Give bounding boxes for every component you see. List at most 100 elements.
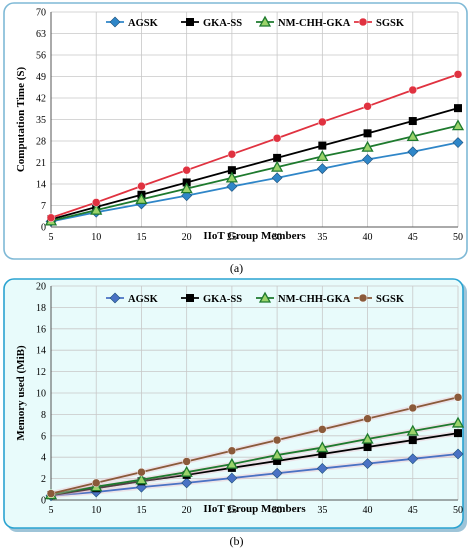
chart-a-data-point	[316, 150, 329, 162]
chart-a-data-point	[318, 117, 327, 127]
chart-a-series-sgsk	[46, 70, 463, 223]
chart-a-series-nm-chh-gka	[44, 119, 465, 226]
chart-a-data-point	[271, 172, 283, 184]
chart-b-xtick-label: 15	[136, 505, 146, 516]
chart-b-data-point	[453, 393, 463, 402]
chart-b-ytick-label: 8	[41, 410, 46, 421]
chart-a-legend-item: NM-CHH-GKA	[256, 15, 351, 29]
chart-b-ytick-label: 0	[41, 496, 46, 507]
chart-b-data-point	[46, 489, 56, 498]
chart-b-series-line	[50, 396, 459, 495]
chart-a-data-point	[227, 166, 236, 175]
chart-b-data-point	[181, 477, 193, 489]
chart-a-data-point	[363, 129, 372, 138]
chart-b-data-point	[271, 467, 283, 479]
chart-b: 0 2 4 6 8 10 12 14 16 18 20 5 10 15 20 25 30 35 40 45 50 IIoT…	[3, 278, 468, 533]
chart-a-xtick-label: 30	[272, 232, 282, 243]
chart-b-data-point	[363, 414, 372, 423]
chart-a-series-line	[50, 73, 459, 219]
caption-a: (a)	[229, 261, 244, 275]
chart-b-data-point	[316, 441, 329, 453]
chart-b-legend-item: GKA-SS	[181, 294, 242, 305]
chart-b-data-point	[406, 424, 419, 436]
chart-a-legend-marker	[358, 17, 368, 27]
chart-a-data-point	[406, 130, 419, 142]
chart-a-ytick-label: 28	[36, 137, 46, 148]
chart-a-xlabel: IIoT Group Members	[203, 230, 306, 242]
chart-b-data-point	[452, 448, 464, 460]
chart-a-data-point	[137, 181, 146, 191]
chart-b-legend-item: SGSK	[354, 293, 405, 305]
chart-a-legend-label: AGSK	[128, 18, 159, 29]
chart-b-xtick-label: 20	[182, 505, 192, 516]
chart-b-ytick-label: 4	[41, 453, 46, 464]
chart-a-legend-marker	[109, 16, 121, 28]
chart-b-legend-label: SGSK	[376, 294, 405, 305]
chart-a-series-line	[50, 141, 459, 223]
chart-a-legend-item: AGSK	[106, 16, 159, 29]
chart-b-data-point	[135, 473, 148, 485]
chart-a-data-point	[225, 171, 238, 183]
chart-b-legend-marker	[258, 291, 272, 303]
chart-a-data-point	[46, 213, 56, 223]
chart-b-xlabel: IIoT Group Members	[203, 503, 306, 515]
chart-a-ytick-label: 42	[36, 94, 46, 105]
chart-b-svg: 0 2 4 6 8 10 12 14 16 18 20 5 10 15 20 25 30 35 40 45 50 IIoT…	[3, 278, 467, 532]
chart-a-data-point	[135, 193, 148, 205]
chart-b-data-point	[273, 456, 282, 465]
chart-b-data-point	[454, 429, 462, 438]
chart-b-data-point	[272, 435, 282, 445]
chart-a-ytick-label: 49	[36, 72, 46, 83]
chart-a-xtick-label: 15	[136, 232, 146, 243]
chart-a-ytick-label: 14	[36, 180, 46, 191]
chart-a-frame	[3, 2, 468, 260]
chart-a-data-point	[180, 182, 193, 194]
chart-a-ytick-label: 70	[36, 8, 46, 19]
chart-a-xtick-label: 35	[317, 232, 327, 243]
chart-a-xtick-label: 50	[453, 232, 463, 243]
chart-b-data-point	[91, 478, 101, 488]
chart-a-data-point	[227, 149, 237, 159]
chart-a-data-point	[361, 140, 374, 152]
chart-b-data-point	[362, 458, 373, 470]
chart-a-data-point	[226, 181, 238, 192]
chart-a-data-point	[316, 163, 328, 175]
chart-b-legend-marker	[358, 293, 368, 303]
chart-b-legend-marker	[109, 292, 121, 304]
chart-a-data-point	[451, 119, 465, 131]
chart-a-xtick-label: 10	[91, 232, 101, 243]
chart-a-data-point	[452, 137, 464, 148]
chart-a-data-point	[453, 70, 463, 79]
chart-a-data-point	[408, 117, 417, 126]
chart-a-data-point	[182, 165, 191, 175]
chart-a-data-point	[90, 203, 103, 215]
chart-b-ytick-label: 2	[41, 474, 46, 485]
chart-b-data-point	[271, 448, 284, 460]
chart-a-xtick-label: 5	[49, 232, 54, 243]
chart-b-data-point	[407, 453, 419, 465]
chart-b-legend-label: GKA-SS	[203, 294, 242, 305]
chart-b-data-point	[408, 436, 417, 445]
chart-a-ytick-label: 63	[36, 29, 46, 40]
chart-a: 0 7 14 21 28 35 42 49 56 63 70 5 10 15 20 25 30 35 40 45 50 I…	[3, 2, 468, 260]
chart-b-data-point	[408, 403, 418, 413]
chart-a-ytick-label: 7	[41, 201, 46, 212]
chart-b-series-sgsk	[46, 393, 463, 498]
chart-a-ytick-label: 0	[41, 223, 46, 234]
chart-b-data-point	[182, 457, 191, 466]
chart-b-ytick-label: 12	[36, 367, 46, 378]
chart-a-legend-label: NM-CHH-GKA	[278, 18, 351, 29]
chart-b-data-point	[451, 416, 465, 428]
chart-b-data-point	[225, 457, 238, 469]
chart-b-xtick-label: 45	[408, 505, 418, 516]
chart-a-xtick-label: 20	[182, 232, 192, 243]
chart-b-xtick-label: 25	[227, 505, 237, 516]
chart-b-xtick-label: 30	[272, 505, 282, 516]
chart-a-ytick-label: 56	[36, 51, 46, 62]
chart-a-ylabel: Computation Time (S)	[15, 67, 27, 173]
chart-a-legend-item: SGSK	[354, 17, 405, 29]
chart-b-data-point	[180, 465, 193, 477]
chart-a-xtick-label: 45	[408, 232, 418, 243]
chart-a-data-point	[408, 85, 418, 95]
chart-a-legend-marker	[258, 15, 272, 27]
